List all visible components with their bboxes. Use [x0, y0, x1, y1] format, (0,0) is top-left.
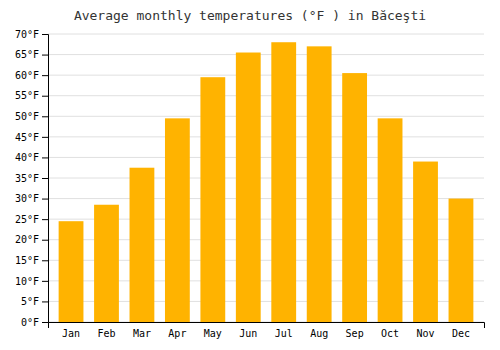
bar: [271, 42, 296, 322]
tick-label: Aug: [310, 328, 328, 339]
tick: 25°F: [15, 214, 48, 225]
axis-line: [42, 35, 49, 323]
grid-line: [48, 75, 484, 76]
tick-label: Nov: [416, 328, 434, 339]
tick: 60°F: [15, 70, 48, 81]
tick-mark: [42, 34, 48, 35]
tick-label: 60°F: [15, 70, 39, 81]
tick-label: 10°F: [15, 276, 39, 287]
tick-label: 70°F: [15, 29, 39, 40]
tick: Mar: [133, 328, 151, 339]
tick-label: 5°F: [21, 296, 39, 307]
title: Average monthly temperatures (°F ) in Bă…: [74, 8, 426, 23]
grid-line: [48, 34, 484, 35]
grid-line: [48, 54, 484, 55]
x-axis: Jan Feb Mar Apr May Jun Jul Aug Sep Oct Nov Dec: [49, 323, 485, 340]
tick-label: 40°F: [15, 152, 39, 163]
tick: Jan: [62, 328, 80, 339]
tick-label: Mar: [133, 328, 151, 339]
tick: Dec: [452, 328, 470, 339]
tick: 0°F: [21, 317, 48, 328]
tick: Apr: [168, 328, 186, 339]
tick: Sep: [346, 328, 364, 339]
tick-label: May: [204, 328, 222, 339]
tick: 50°F: [15, 111, 48, 122]
tick: 40°F: [15, 152, 48, 163]
tick-mark: [42, 157, 48, 158]
tick: 10°F: [15, 276, 48, 287]
bar: [200, 77, 225, 322]
bar: [59, 221, 84, 322]
tick-label: Jul: [275, 328, 293, 339]
tick-mark: [42, 322, 48, 323]
tick-label: Apr: [168, 328, 186, 339]
tick-label: 20°F: [15, 234, 39, 245]
tick-label: Dec: [452, 328, 470, 339]
tick-mark: [42, 137, 48, 138]
tick: 30°F: [15, 193, 48, 204]
tick: 65°F: [15, 49, 48, 60]
grid-line: [48, 136, 484, 137]
tick-mark: [42, 55, 48, 56]
tick-label: 15°F: [15, 255, 39, 266]
tick-label: 55°F: [15, 90, 39, 101]
grid: [48, 34, 484, 322]
plot: 0°F 5°F 10°F 15°F 20°F 25°F 30°F 35°F 40°F 45°F 50…: [15, 29, 485, 339]
tick-label: 50°F: [15, 111, 39, 122]
tick-label: 65°F: [15, 49, 39, 60]
tick-label: 30°F: [15, 193, 39, 204]
tick-label: 35°F: [15, 173, 39, 184]
tick: 5°F: [21, 296, 48, 307]
bar: [165, 118, 190, 322]
tick: 20°F: [15, 234, 48, 245]
tick-label: 25°F: [15, 214, 39, 225]
chart: Average monthly temperatures (°F ) in Bă…: [0, 0, 500, 350]
grid-line: [48, 157, 484, 158]
tick-mark: [42, 96, 48, 97]
tick: Nov: [416, 328, 434, 339]
tick-label: Feb: [97, 328, 115, 339]
tick-mark: [42, 281, 48, 282]
tick: 15°F: [15, 255, 48, 266]
tick-mark: [42, 178, 48, 179]
tick-mark: [42, 219, 48, 220]
tick: Aug: [310, 328, 328, 339]
bar: [378, 118, 403, 322]
grid-line: [48, 116, 484, 117]
tick-mark: [42, 301, 48, 302]
tick-label: Jun: [239, 328, 257, 339]
tick: 45°F: [15, 132, 48, 143]
tick-mark: [42, 260, 48, 261]
tick-mark: [42, 75, 48, 76]
tick-label: Sep: [346, 328, 364, 339]
tick-mark: [42, 199, 48, 200]
bar: [307, 46, 332, 322]
tick-label: 45°F: [15, 132, 39, 143]
bar: [94, 205, 119, 322]
tick: Jul: [275, 328, 293, 339]
bar: [449, 199, 474, 322]
tick: Jun: [239, 328, 257, 339]
bar: [413, 162, 438, 322]
tick-mark: [42, 240, 48, 241]
tick: 70°F: [15, 29, 48, 40]
tick: May: [204, 328, 222, 339]
tick: 55°F: [15, 90, 48, 101]
tick-mark: [42, 116, 48, 117]
tick-label: Jan: [62, 328, 80, 339]
tick-label: Oct: [381, 328, 399, 339]
bar: [342, 73, 367, 322]
bar: [236, 53, 261, 322]
tick: Oct: [381, 328, 399, 339]
grid-line: [48, 95, 484, 96]
tick: 35°F: [15, 173, 48, 184]
tick-label: 0°F: [21, 317, 39, 328]
bars: [59, 42, 474, 322]
tick: Feb: [97, 328, 115, 339]
bar: [130, 168, 155, 322]
y-axis: 0°F 5°F 10°F 15°F 20°F 25°F 30°F 35°F 40°F 45°F 50…: [15, 29, 49, 328]
